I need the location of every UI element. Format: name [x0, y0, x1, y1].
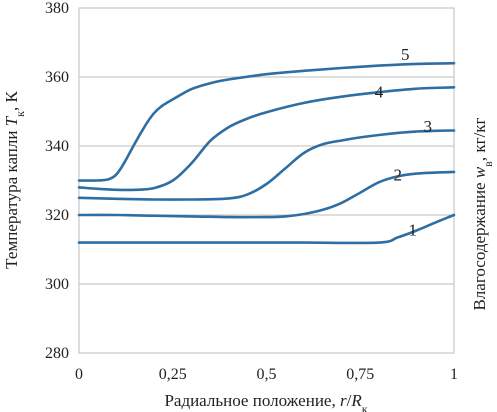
x-tick-labels: 0 0,25 0,5 0,75 1	[75, 366, 458, 383]
curve-label-4: 4	[375, 83, 384, 102]
y-axis-title: Температура капли Tк, К	[2, 90, 27, 268]
y2-axis-title: Влагосодержание wв, кг/кг	[470, 117, 495, 310]
y-tick-label: 380	[45, 0, 69, 17]
x-tick-label: 0	[75, 366, 83, 383]
series-line-4	[77, 86, 456, 192]
y-tick-label: 360	[45, 69, 69, 86]
x-tick-label: 0,25	[159, 366, 187, 383]
y-tick-label: 280	[45, 345, 69, 362]
y-tick-labels: 280 300 320 340 360 380	[45, 0, 69, 362]
series-group	[77, 61, 456, 245]
series-line-2	[77, 170, 456, 219]
series-line-1	[77, 213, 456, 245]
series-line-3	[77, 129, 456, 201]
curve-label-1: 1	[409, 221, 418, 240]
x-tick-label: 1	[450, 366, 458, 383]
series-line-5	[77, 61, 456, 182]
curve-label-5: 5	[401, 45, 410, 64]
curve-label-3: 3	[424, 117, 433, 136]
y-tick-label: 340	[45, 138, 69, 155]
curve-labels: 1 2 3 45	[375, 45, 432, 240]
y-tick-label: 320	[45, 207, 69, 224]
x-axis-title: Радиальное положение, r/Rк	[164, 391, 367, 412]
x-tick-label: 0,75	[346, 366, 374, 383]
y-tick-label: 300	[45, 276, 69, 293]
curve-label-2: 2	[394, 166, 403, 185]
x-tick-label: 0,5	[257, 366, 277, 383]
